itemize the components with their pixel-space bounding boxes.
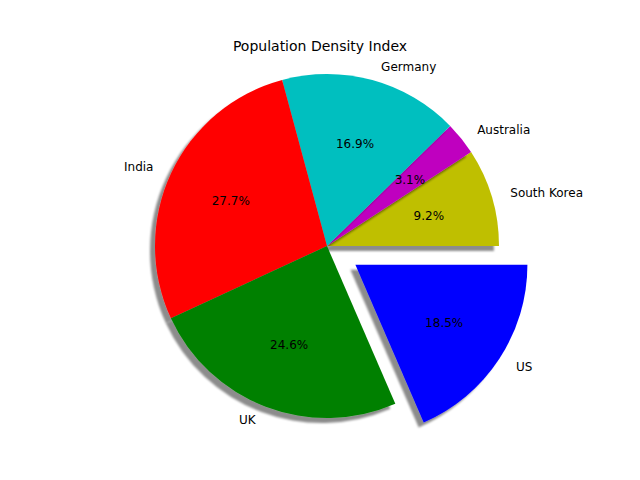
svg-text:India: India <box>124 160 153 174</box>
svg-text:18.5%: 18.5% <box>425 316 463 330</box>
svg-text:US: US <box>516 360 532 374</box>
svg-text:Population Density Index: Population Density Index <box>233 38 407 54</box>
svg-text:24.6%: 24.6% <box>270 338 308 352</box>
svg-text:Germany: Germany <box>381 60 436 74</box>
svg-text:UK: UK <box>239 413 257 427</box>
svg-text:27.7%: 27.7% <box>212 194 250 208</box>
svg-text:Australia: Australia <box>477 123 530 137</box>
svg-text:3.1%: 3.1% <box>395 173 426 187</box>
svg-text:9.2%: 9.2% <box>414 209 445 223</box>
svg-text:16.9%: 16.9% <box>336 137 374 151</box>
svg-text:South Korea: South Korea <box>510 186 583 200</box>
